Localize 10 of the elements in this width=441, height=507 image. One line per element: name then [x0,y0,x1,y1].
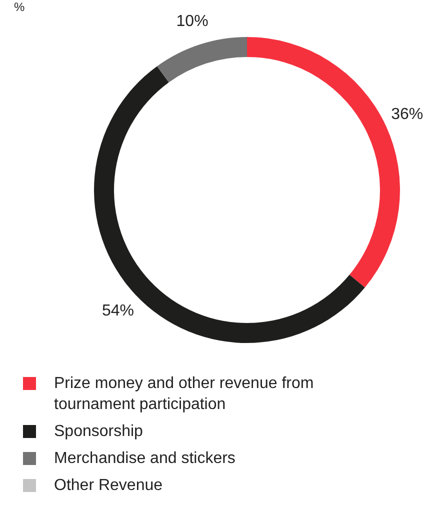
legend-label: Other Revenue [54,476,163,496]
data-label: 36% [391,106,424,124]
data-label: 10% [176,13,208,30]
legend-label: Sponsorship [54,422,143,442]
data-label: 54% [102,302,134,320]
chart-title: % [14,0,25,14]
donut-slice [157,37,247,82]
legend-label: Prize money and other revenue from tournament participation [54,374,315,415]
donut-slice [94,66,365,343]
legend-label: Merchandise and stickers [54,449,236,469]
